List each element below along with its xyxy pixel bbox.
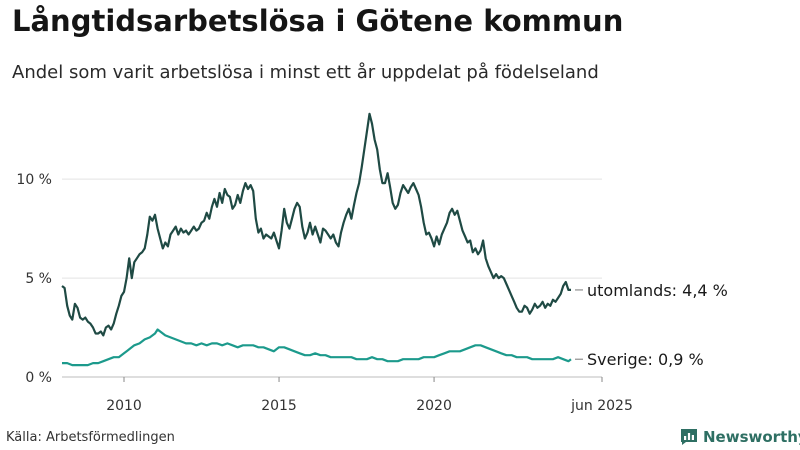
series-lines: [61, 112, 572, 367]
gridlines: [62, 178, 602, 378]
bar-chart-speech-icon: [681, 429, 697, 445]
series-end-label-sverige: Sverige: 0,9 %: [587, 350, 704, 369]
x-tick-label: 2015: [261, 398, 297, 414]
x-tick-label: jun 2025: [570, 398, 633, 414]
y-tick-label: 0 %: [25, 370, 52, 386]
series-line-utomlands: [61, 112, 571, 337]
series-end-labels: utomlands: 4,4 % Sverige: 0,9 %: [574, 281, 728, 369]
page-title: Långtidsarbetslösa i Götene kommun: [12, 4, 624, 38]
page-subtitle: Andel som varit arbetslösa i minst ett å…: [12, 62, 599, 83]
y-tick-label: 5 %: [25, 271, 52, 287]
series-line-sverige: [62, 328, 572, 367]
series-end-label-utomlands: utomlands: 4,4 %: [587, 281, 728, 300]
brand-name: Newsworthy: [703, 428, 800, 446]
brand-logo[interactable]: Newsworthy: [680, 427, 800, 447]
x-axis-ticks: 2010 2015 2020 jun 2025: [106, 377, 633, 414]
source-note: Källa: Arbetsförmedlingen: [6, 430, 175, 445]
y-tick-label: 10 %: [16, 172, 52, 188]
y-axis-ticks: 0 % 5 % 10 %: [16, 172, 52, 386]
x-tick-label: 2020: [416, 398, 452, 414]
x-tick-label: 2010: [106, 398, 142, 414]
